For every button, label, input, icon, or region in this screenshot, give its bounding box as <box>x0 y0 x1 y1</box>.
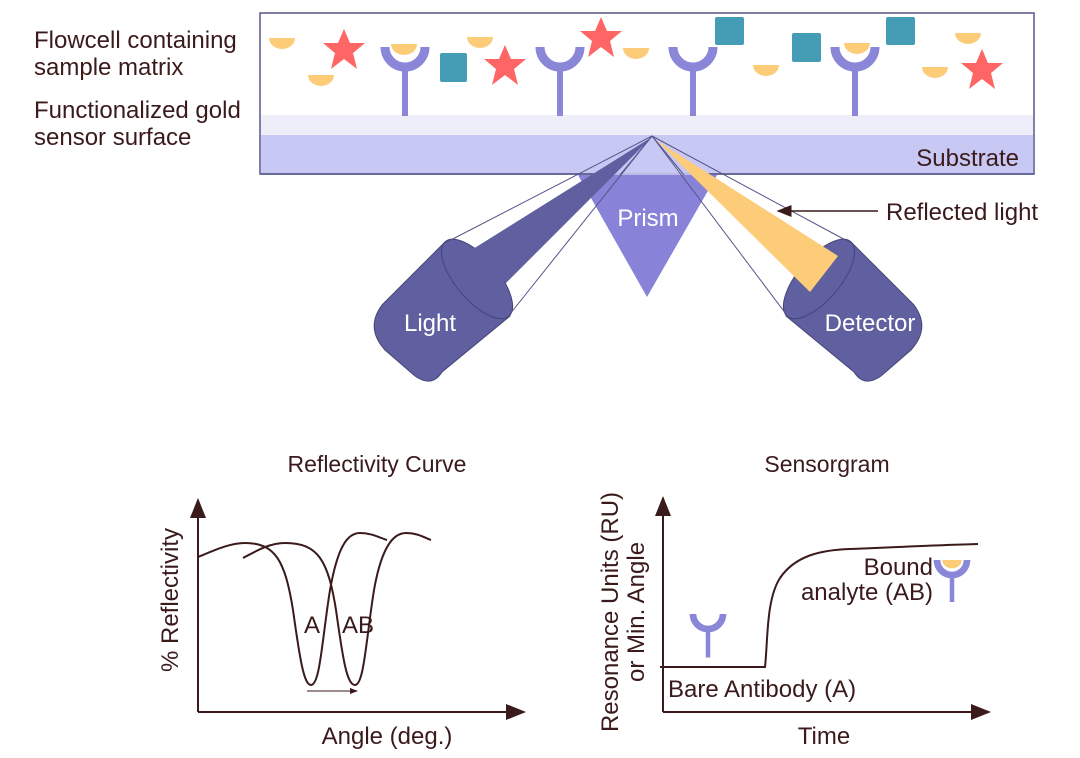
bare-antibody-label: Bare Antibody (A) <box>668 676 856 703</box>
reflectivity-xlabel: Angle (deg.) <box>322 723 453 750</box>
incident-beam <box>473 137 652 283</box>
sensorgram-chart: Sensorgram Bare Antibody (A) Bound analy… <box>597 451 991 750</box>
curve-a <box>197 531 388 687</box>
gold-surface-label: Functionalized gold <box>34 97 241 124</box>
prism-label: Prism <box>617 205 678 232</box>
bound-label: Bound <box>864 554 933 581</box>
bare-antibody-icon <box>689 613 727 658</box>
sensorgram-ylabel: Resonance Units (RU) <box>597 492 624 732</box>
bound-antibody-icon <box>933 559 971 602</box>
reflected-light-label: Reflected light <box>886 199 1038 226</box>
curve-ab-label: AB <box>342 612 374 639</box>
sensorgram-xlabel: Time <box>798 723 850 750</box>
light-label: Light <box>404 310 456 337</box>
light-cone-lines <box>444 135 852 315</box>
prism <box>578 175 717 297</box>
detector-label: Detector <box>825 310 916 337</box>
sensorgram-title: Sensorgram <box>764 451 889 477</box>
flowcell-label: Flowcell containing <box>34 27 237 54</box>
reflectivity-ylabel: % Reflectivity <box>157 528 184 672</box>
squares <box>440 17 915 82</box>
reflectivity-chart: Reflectivity Curve A AB % Reflectivity A… <box>157 451 526 750</box>
flowcell-label-2: sample matrix <box>34 54 183 81</box>
gold-sensor-layer <box>261 115 1033 135</box>
substrate-label: Substrate <box>916 145 1019 172</box>
curve-ab <box>242 531 432 687</box>
sensorgram-ylabel-2: or Min. Angle <box>623 542 650 682</box>
bound-label-2: analyte (AB) <box>801 579 933 606</box>
reflectivity-title: Reflectivity Curve <box>288 451 467 477</box>
gold-surface-label-2: sensor surface <box>34 124 191 151</box>
sensorgram-curve <box>660 543 979 668</box>
curve-a-label: A <box>304 612 320 639</box>
reflected-beam <box>656 140 838 292</box>
